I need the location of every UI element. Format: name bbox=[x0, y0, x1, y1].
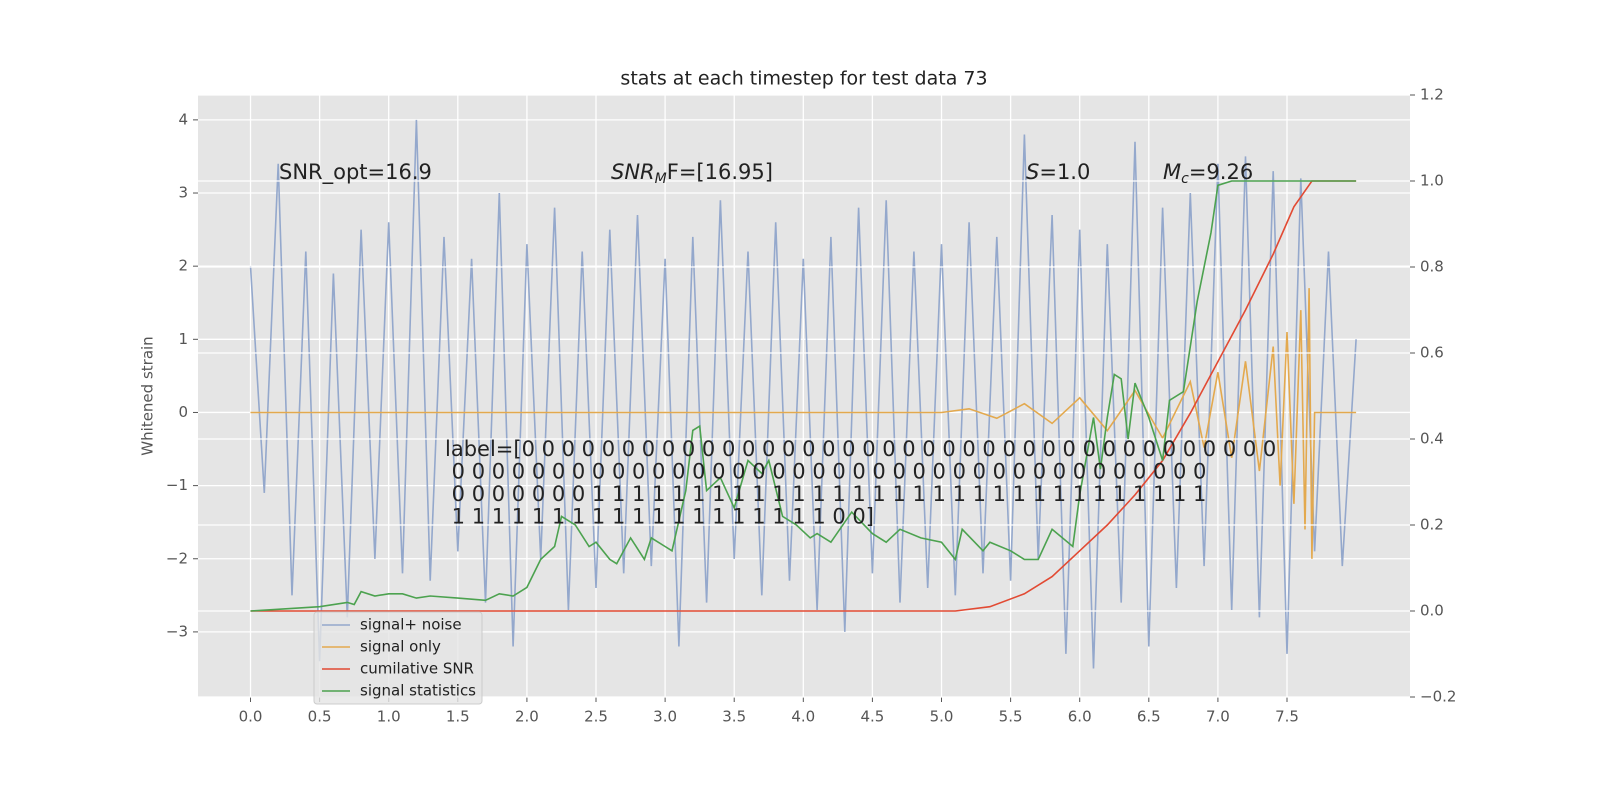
x-tick-label: 7.5 bbox=[1275, 708, 1299, 726]
legend-label: signal statistics bbox=[360, 682, 476, 700]
chart-title: stats at each timestep for test data 73 bbox=[620, 68, 987, 90]
annotation-part: =1.0 bbox=[1039, 160, 1090, 184]
plot-background bbox=[198, 95, 1410, 697]
series-line bbox=[249, 119, 1357, 669]
y2-tick-label: 0.4 bbox=[1420, 430, 1444, 448]
x-tick-label: 7.0 bbox=[1206, 708, 1230, 726]
label-text: 1 1 1 1 1 1 1 1 1 1 1 1 1 1 1 1 1 1 1 0 … bbox=[445, 505, 874, 529]
x-tick-label: 1.0 bbox=[377, 708, 401, 726]
annotation-part: c bbox=[1181, 171, 1189, 187]
annotation: SNRMF=[16.95] bbox=[611, 160, 773, 187]
y-tick-label: 4 bbox=[178, 110, 188, 128]
y2-tick-label: 0.8 bbox=[1420, 258, 1444, 276]
annotation: Mc=9.26 bbox=[1163, 160, 1253, 187]
x-tick-label: 4.5 bbox=[860, 708, 884, 726]
y-tick-label: 0 bbox=[178, 403, 188, 421]
y-tick-label: 3 bbox=[178, 184, 188, 202]
annotation-part: S bbox=[1026, 160, 1039, 184]
y2-tick-label: 0.0 bbox=[1420, 602, 1444, 620]
series-line bbox=[250, 180, 1357, 612]
annotation-part: F=[16.95] bbox=[667, 160, 773, 184]
annotation-part: M bbox=[655, 171, 667, 187]
x-tick-label: 5.0 bbox=[930, 708, 954, 726]
y2-tick-label: 0.6 bbox=[1420, 344, 1444, 362]
y-tick-label: 2 bbox=[178, 257, 188, 275]
legend-label: signal only bbox=[360, 638, 441, 656]
annotation-part: M bbox=[1163, 160, 1181, 184]
series-line bbox=[250, 288, 1357, 559]
legend-label: signal+ noise bbox=[360, 616, 462, 634]
label-text: 0 0 0 0 0 0 0 1 1 1 1 1 1 1 1 1 1 1 1 1 … bbox=[445, 482, 1206, 506]
y-tick-label: −1 bbox=[166, 476, 188, 494]
y2-tick-label: 1.0 bbox=[1420, 172, 1444, 190]
x-tick-label: 5.5 bbox=[999, 708, 1023, 726]
y-tick-label: −2 bbox=[166, 549, 188, 567]
series-line bbox=[250, 180, 1357, 612]
annotation-part: =9.26 bbox=[1189, 160, 1253, 184]
x-tick-label: 0.0 bbox=[239, 708, 263, 726]
x-tick-label: 2.0 bbox=[515, 708, 539, 726]
legend-label: cumilative SNR bbox=[360, 660, 474, 678]
label-text: 0 0 0 0 0 0 0 0 0 0 0 0 0 0 0 0 0 0 0 0 … bbox=[445, 460, 1206, 484]
x-tick-label: 0.5 bbox=[308, 708, 332, 726]
y-axis-label: Whitened strain bbox=[139, 336, 157, 455]
annotation: SNR_opt=16.9 bbox=[279, 160, 432, 185]
y-tick-label: 1 bbox=[178, 330, 188, 348]
x-tick-label: 6.0 bbox=[1068, 708, 1092, 726]
legend-box bbox=[313, 611, 483, 705]
x-tick-label: 3.0 bbox=[653, 708, 677, 726]
x-tick-label: 6.5 bbox=[1137, 708, 1161, 726]
x-tick-label: 1.5 bbox=[446, 708, 470, 726]
y-tick-label: −3 bbox=[166, 622, 188, 640]
x-tick-label: 4.0 bbox=[791, 708, 815, 726]
y2-tick-label: 1.2 bbox=[1420, 86, 1444, 104]
y2-tick-label: 0.2 bbox=[1420, 516, 1444, 534]
y2-tick-label: −0.2 bbox=[1420, 688, 1456, 706]
label-text: label=[0 0 0 0 0 0 0 0 0 0 0 0 0 0 0 0 0… bbox=[445, 437, 1276, 461]
annotation: S=1.0 bbox=[1026, 160, 1090, 184]
x-tick-label: 2.5 bbox=[584, 708, 608, 726]
annotation-part: SNR bbox=[611, 160, 655, 184]
x-tick-label: 3.5 bbox=[722, 708, 746, 726]
